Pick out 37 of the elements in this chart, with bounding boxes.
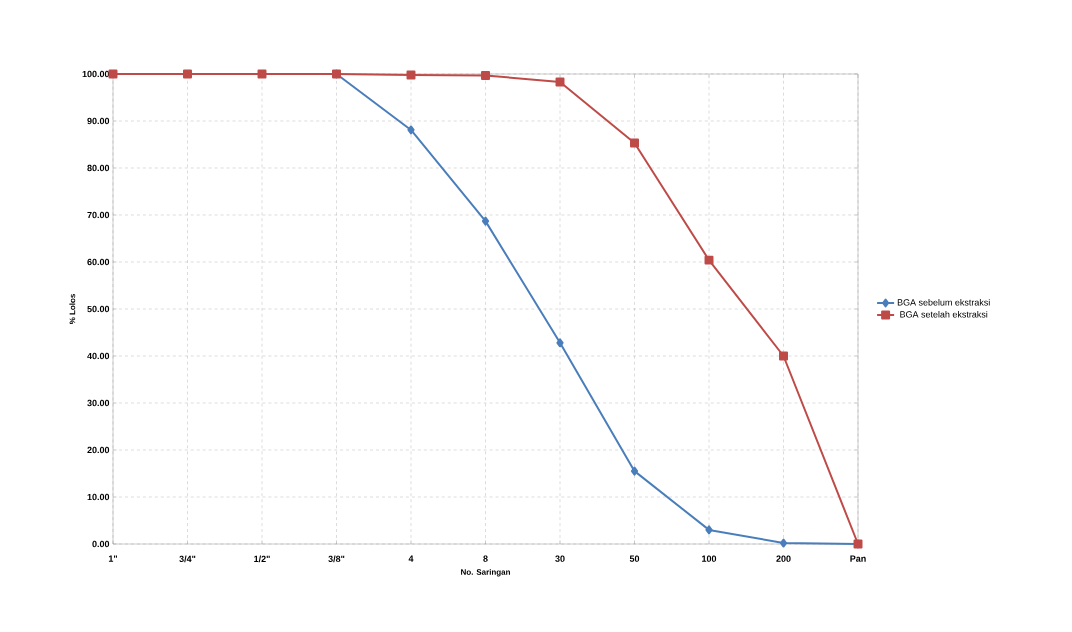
x-tick-label: 8 — [483, 555, 488, 562]
y-tick-label: 70.00 — [87, 211, 110, 219]
legend-label: BGA setelah ekstraksi — [900, 310, 988, 318]
x-tick-label: 4 — [408, 555, 414, 562]
y-tick-label: 20.00 — [87, 446, 110, 454]
point — [630, 138, 639, 148]
y-tick-label: 0.00 — [92, 540, 110, 548]
point — [481, 70, 490, 80]
y-tick-label: 30.00 — [87, 399, 110, 407]
point — [481, 216, 490, 226]
x-tick-label: Pan — [850, 555, 866, 562]
point — [704, 255, 714, 265]
x-tick-label: 50 — [629, 555, 640, 562]
y-tick-label: 90.00 — [87, 117, 110, 125]
point — [779, 538, 788, 548]
x-tick-label: 100 — [702, 555, 717, 562]
y-tick-label: 50.00 — [87, 305, 110, 313]
y-tick-label: 100.00 — [82, 70, 110, 78]
x-tick-label: 3/8" — [328, 555, 345, 563]
point — [630, 466, 639, 476]
x-tick-label: 1/2" — [254, 555, 270, 563]
point — [183, 69, 192, 79]
y-tick-label: 60.00 — [87, 258, 110, 266]
y-tick-label: 40.00 — [87, 352, 110, 360]
y-tick-label: 10.00 — [87, 493, 110, 501]
x-tick-label: 3/4" — [179, 555, 196, 563]
point — [779, 351, 788, 361]
point — [705, 525, 713, 535]
x-tick-label: 200 — [776, 555, 791, 562]
point — [407, 125, 415, 135]
y-tick-label: 80.00 — [87, 164, 110, 172]
point — [406, 70, 416, 80]
legend-label: BGA sebelum ekstraksi — [897, 299, 990, 306]
x-tick-label: 1" — [108, 555, 118, 562]
x-tick-label: 30 — [555, 555, 565, 562]
point — [556, 338, 564, 348]
point — [555, 77, 565, 87]
